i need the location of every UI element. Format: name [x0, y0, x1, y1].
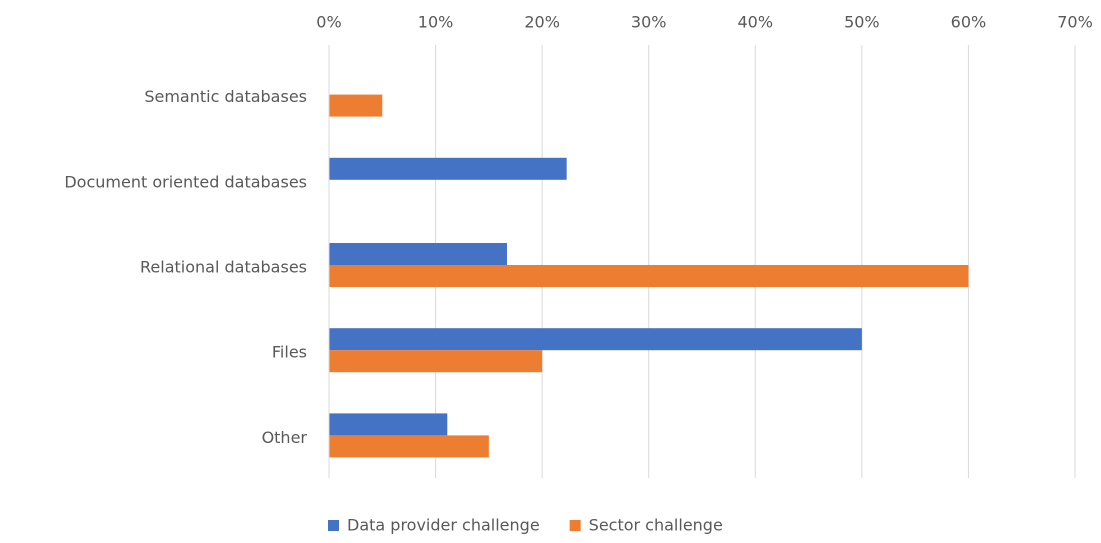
y-tick-label: Other [262, 428, 308, 447]
legend-label: Sector challenge [589, 516, 723, 535]
bar [329, 328, 862, 351]
bar [329, 243, 507, 265]
bar [329, 94, 383, 117]
y-tick-label: Relational databases [140, 258, 307, 277]
y-tick-label: Files [272, 343, 307, 362]
bar [329, 435, 489, 458]
bar [329, 350, 543, 373]
x-tick-label: 20% [524, 13, 560, 32]
y-tick-label: Semantic databases [144, 87, 307, 106]
x-tick-label: 60% [951, 13, 987, 32]
y-tick-label: Document oriented databases [64, 172, 307, 191]
x-tick-label: 0% [316, 13, 341, 32]
bar [329, 157, 567, 180]
legend-label: Data provider challenge [347, 516, 540, 535]
x-tick-label: 10% [418, 13, 454, 32]
x-tick-label: 50% [844, 13, 880, 32]
x-tick-label: 30% [631, 13, 667, 32]
x-tick-label: 40% [738, 13, 774, 32]
legend-swatch [569, 520, 581, 531]
bar [329, 413, 448, 436]
legend-swatch [328, 520, 339, 531]
x-tick-label: 70% [1057, 13, 1093, 32]
bar [329, 265, 969, 287]
